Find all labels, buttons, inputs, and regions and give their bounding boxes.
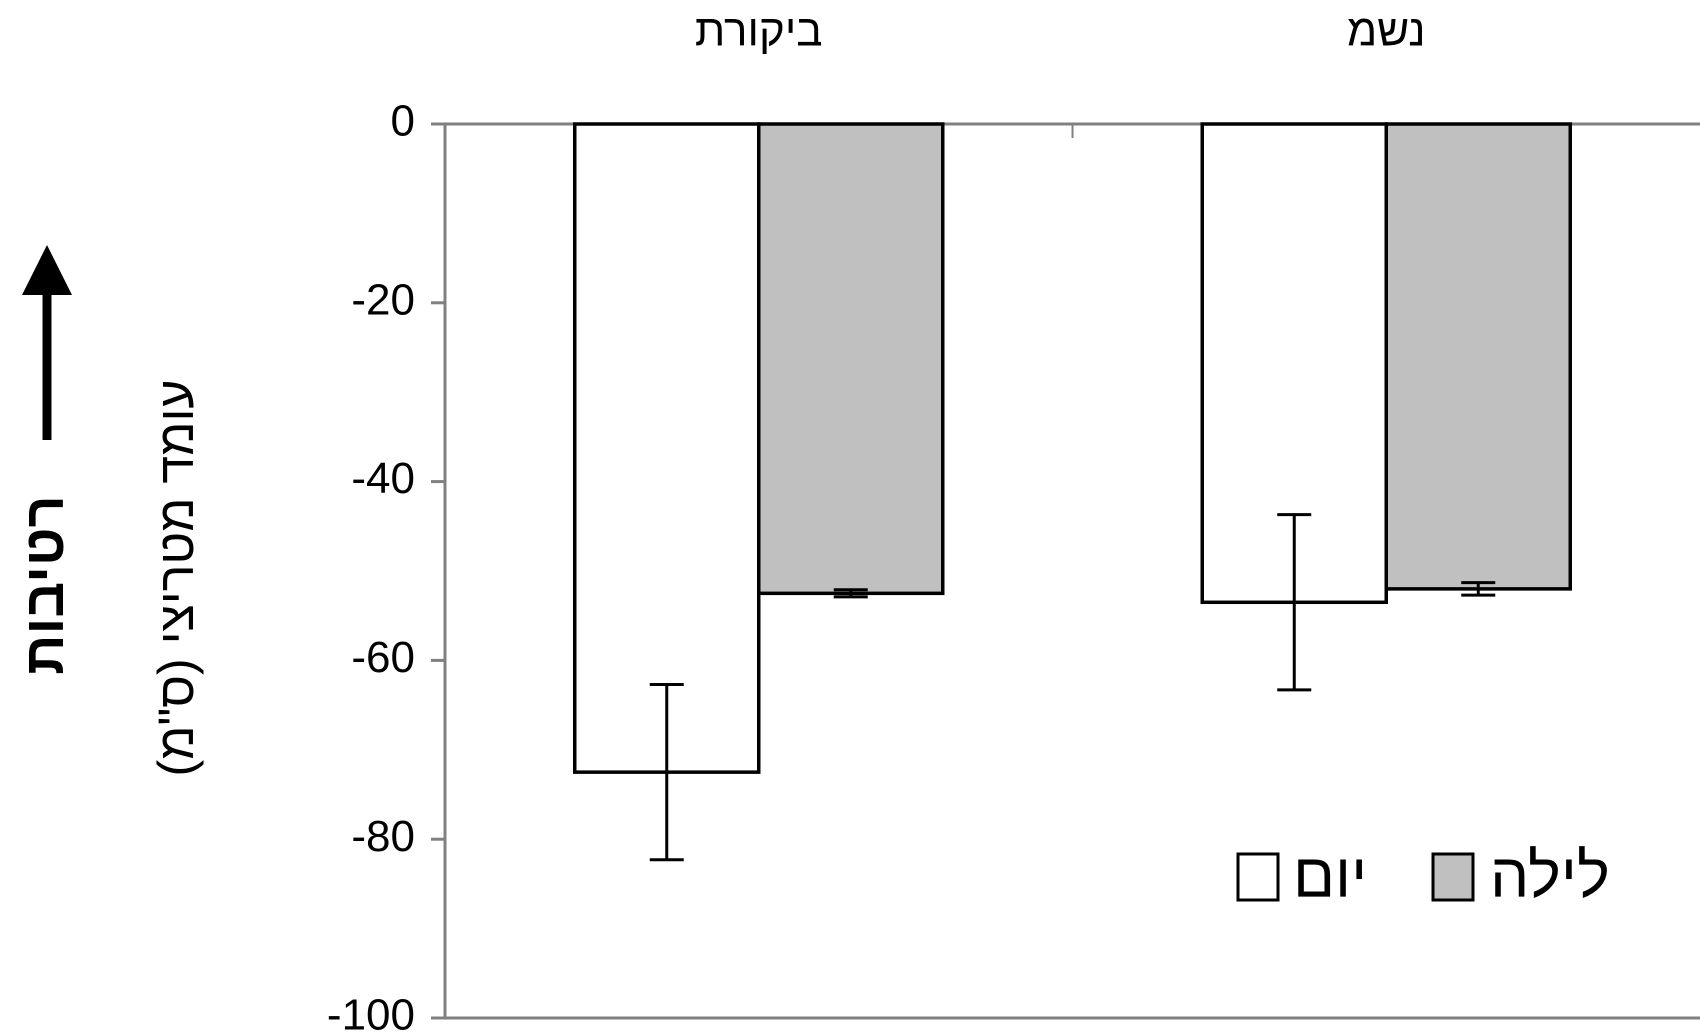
y-axis-label: עומד מטריצי (ס"מ) bbox=[148, 379, 204, 776]
legend-label-day: יום bbox=[1293, 841, 1367, 910]
up-arrow-icon bbox=[22, 245, 72, 440]
category-label: נשמ bbox=[1347, 7, 1426, 56]
bars-layer bbox=[573, 122, 1572, 774]
y-tick-label: -60 bbox=[351, 633, 415, 682]
y-tick-label: -40 bbox=[351, 454, 415, 503]
bar bbox=[757, 122, 945, 596]
bar bbox=[1384, 122, 1572, 591]
y-axis-direction-label: רטיבות bbox=[12, 495, 75, 675]
y-tick-label: -80 bbox=[351, 812, 415, 861]
legend-swatch-day bbox=[1236, 852, 1280, 902]
legend-swatch-night bbox=[1431, 852, 1475, 902]
labels-layer: 0 -20 -40 -60 -80 -100 ביקורת נשמ bbox=[327, 7, 1426, 1034]
legend-label-night: לילה bbox=[1490, 841, 1610, 910]
y-tick-label: -20 bbox=[351, 275, 415, 324]
y-tick-label: 0 bbox=[391, 97, 415, 146]
category-label: ביקורת bbox=[695, 7, 823, 56]
bar bbox=[573, 122, 761, 774]
error-bars-layer bbox=[649, 513, 1496, 862]
legend: לילה יום bbox=[1236, 841, 1610, 910]
y-tick-label: -100 bbox=[327, 991, 415, 1034]
